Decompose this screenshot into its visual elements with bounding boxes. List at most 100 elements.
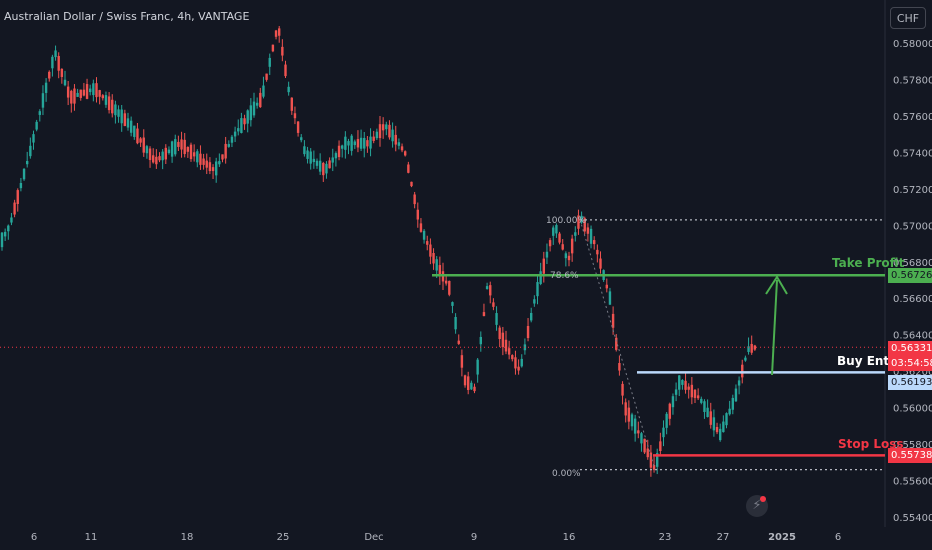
candle-body xyxy=(296,121,300,133)
candle-body xyxy=(174,139,177,155)
candle-body xyxy=(259,92,262,108)
candle-body xyxy=(120,109,123,124)
chart-title: Australian Dollar / Swiss Franc, 4h, VAN… xyxy=(4,10,250,23)
candle-body xyxy=(208,162,212,172)
candle-body xyxy=(467,376,470,390)
candle-body xyxy=(381,124,385,131)
candle-body xyxy=(101,95,104,99)
candle-body xyxy=(372,136,375,141)
candle-body xyxy=(640,433,643,444)
candle-body xyxy=(712,417,716,431)
candle-body xyxy=(82,89,86,96)
candle-body xyxy=(511,355,514,360)
candle-body xyxy=(448,280,451,295)
candle-body xyxy=(570,238,574,254)
candle-body xyxy=(460,355,464,368)
candle-body xyxy=(227,144,230,147)
candle-body xyxy=(3,231,7,237)
candle-body xyxy=(287,86,290,93)
candle-body xyxy=(262,85,265,97)
candle-body xyxy=(479,336,482,345)
candle-body xyxy=(520,358,523,367)
candle-body xyxy=(92,83,95,96)
candle-body xyxy=(7,225,10,232)
x-tick-label: 6 xyxy=(31,532,37,543)
candle-body xyxy=(300,137,303,141)
y-tick-label: 0.56800 xyxy=(893,258,932,269)
candle-body xyxy=(48,71,51,79)
y-tick-label: 0.57400 xyxy=(893,148,932,159)
candle-body xyxy=(687,386,690,390)
candle-body xyxy=(750,343,753,353)
candle-body xyxy=(463,375,467,386)
candle-body xyxy=(659,441,662,452)
y-tick-label: 0.55600 xyxy=(893,477,932,488)
candle-body xyxy=(567,255,571,261)
candle-body xyxy=(79,89,82,98)
candle-body xyxy=(63,79,67,86)
candle-body xyxy=(145,146,149,154)
candle-body xyxy=(350,135,353,151)
stop-loss-label: Stop Loss xyxy=(838,437,904,451)
candle-body xyxy=(394,134,397,145)
candle-body xyxy=(334,153,338,159)
candle-body xyxy=(378,124,382,139)
x-tick-label: 25 xyxy=(277,532,290,543)
candle-body xyxy=(681,380,684,385)
candle-body xyxy=(366,140,369,147)
candle-body xyxy=(29,145,32,157)
candle-body xyxy=(419,223,423,232)
candle-body xyxy=(526,325,530,339)
candle-body xyxy=(148,148,152,161)
candle-body xyxy=(413,194,416,205)
candle-body xyxy=(233,131,237,137)
candle-body xyxy=(530,312,533,321)
candle-body xyxy=(615,337,618,350)
candle-body xyxy=(725,413,728,426)
candle-body xyxy=(359,137,363,149)
candle-body xyxy=(192,152,196,157)
candle-body xyxy=(356,139,360,148)
candle-body xyxy=(196,151,199,163)
candle-body xyxy=(189,144,193,160)
candle-body xyxy=(10,217,13,223)
candle-body xyxy=(630,414,634,427)
x-tick-label: Dec xyxy=(364,532,383,543)
candle-body xyxy=(583,218,586,232)
candle-body xyxy=(690,384,694,398)
candle-body xyxy=(60,68,64,77)
candle-body xyxy=(230,136,234,143)
candle-body xyxy=(429,244,432,257)
candle-body xyxy=(492,302,495,307)
candle-body xyxy=(482,312,486,317)
x-tick-label: 18 xyxy=(181,532,194,543)
candle-body xyxy=(715,426,719,433)
candle-body xyxy=(152,155,155,163)
candle-body xyxy=(404,151,407,156)
candle-body xyxy=(719,428,722,441)
candle-body xyxy=(164,147,167,160)
currency-button[interactable]: CHF xyxy=(890,7,926,29)
candle-body xyxy=(561,244,564,250)
candle-body xyxy=(158,156,161,161)
x-tick-label: 2025 xyxy=(768,532,796,543)
candle-body xyxy=(668,403,671,419)
candle-body xyxy=(344,136,347,150)
candle-body xyxy=(473,386,476,392)
candle-body xyxy=(684,380,687,390)
candle-body xyxy=(284,64,287,77)
fib-786-label: 78.6% xyxy=(550,271,579,281)
candle-body xyxy=(633,418,637,434)
candle-body xyxy=(139,138,142,143)
candle-body xyxy=(618,363,621,371)
y-tick-label: 0.57600 xyxy=(893,112,932,123)
candle-body xyxy=(671,396,675,408)
candle-body xyxy=(114,104,117,116)
candle-body xyxy=(170,141,174,157)
candle-body xyxy=(315,160,319,166)
candle-body xyxy=(38,111,41,115)
candle-body xyxy=(363,137,366,149)
candle-body xyxy=(274,30,278,37)
